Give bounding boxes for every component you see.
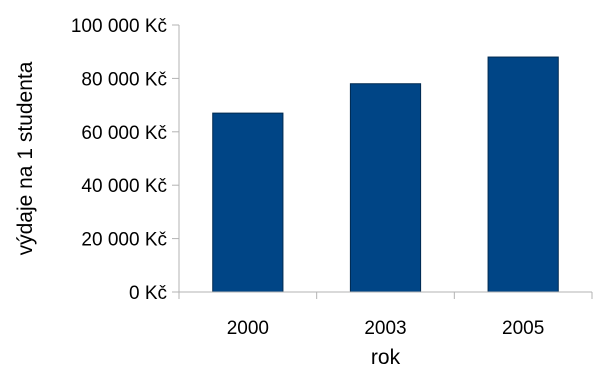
- y-axis-title: výdaje na 1 studenta: [14, 61, 37, 255]
- y-tick-label: 100 000 Kč: [71, 16, 167, 37]
- y-tick-label: 80 000 Kč: [81, 69, 167, 90]
- x-tick-label: 2000: [227, 318, 269, 339]
- bar-series: [212, 56, 559, 293]
- y-tick-label: 60 000 Kč: [81, 123, 167, 144]
- y-tick-label: 20 000 Kč: [81, 230, 167, 251]
- bar: [487, 56, 559, 293]
- x-tick-label: 2003: [364, 318, 406, 339]
- y-tick-label: 0 Kč: [129, 283, 167, 304]
- bar: [349, 83, 422, 293]
- x-axis-title: rok: [371, 346, 401, 369]
- y-tick-label: 40 000 Kč: [81, 176, 167, 197]
- x-tick-label: 2005: [502, 318, 544, 339]
- bar: [212, 112, 284, 293]
- x-axis: 2000 2003 2005: [178, 292, 593, 339]
- y-axis: 0 Kč 20 000 Kč 40 000 Kč 60 000 Kč 80 000 Kč…: [71, 16, 179, 304]
